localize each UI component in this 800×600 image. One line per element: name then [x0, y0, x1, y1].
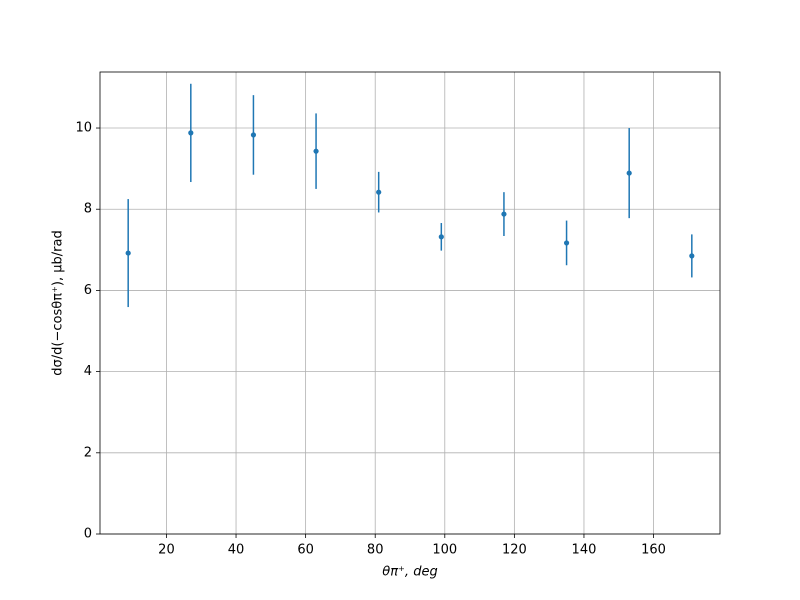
data-point: [313, 148, 319, 154]
y-axis-label: dσ/d(−cosθπ⁺), μb/rad: [51, 230, 66, 375]
x-tick-label: 120: [502, 543, 527, 558]
data-point: [376, 189, 382, 195]
data-point: [689, 253, 695, 259]
data-point: [438, 234, 444, 240]
data-point: [125, 250, 131, 256]
data-point: [563, 240, 570, 246]
plot-frame: [99, 71, 721, 535]
data-point: [501, 211, 507, 217]
x-tick-label: 140: [572, 543, 597, 558]
y-tick-label: 6: [84, 283, 92, 298]
y-tick-label: 8: [84, 202, 92, 217]
y-tick-label: 10: [75, 121, 92, 136]
marks-layer: [125, 83, 695, 308]
x-tick-label: 40: [228, 543, 245, 558]
grid-layer: [100, 72, 720, 535]
x-tick-label: 20: [158, 543, 175, 558]
x-tick-label: 80: [367, 543, 384, 558]
data-point: [188, 130, 194, 136]
x-axis-label: θπ⁺, deg: [382, 565, 437, 580]
x-tick-label: 160: [641, 543, 666, 558]
y-tick-label: 2: [84, 445, 92, 460]
data-point: [250, 132, 257, 138]
x-tick-label: 100: [432, 543, 457, 558]
x-tick-label: 60: [297, 543, 314, 558]
y-tick-label: 4: [84, 364, 92, 379]
data-point: [626, 170, 632, 176]
y-tick-label: 0: [84, 527, 92, 542]
